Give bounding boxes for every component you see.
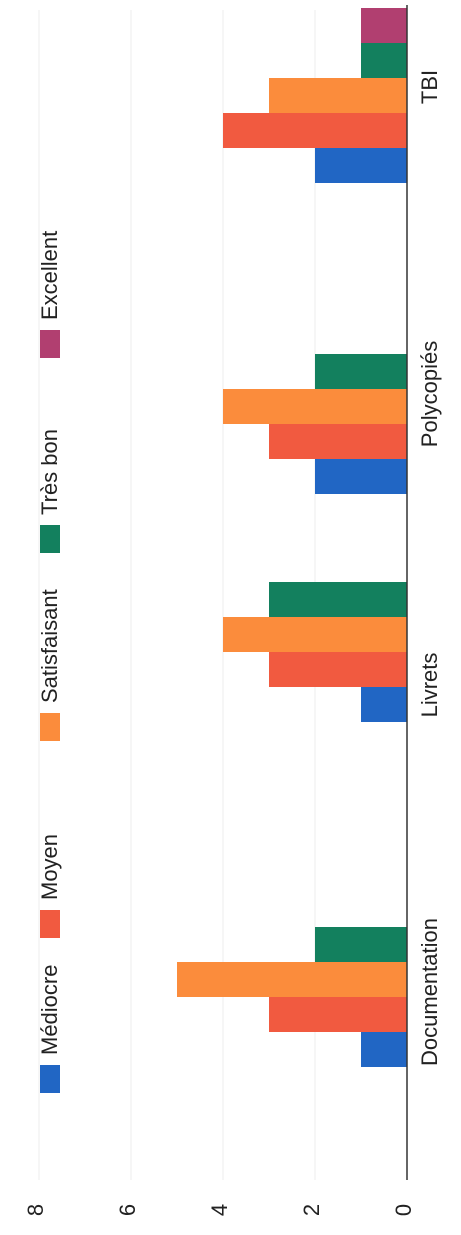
y-tick-label: 0 <box>391 1204 416 1216</box>
bar-satisfaisant-0 <box>177 962 407 997</box>
bar-m-diocre-3 <box>315 148 407 183</box>
bar-satisfaisant-3 <box>269 78 407 113</box>
bar-tr-s-bon-3 <box>361 43 407 78</box>
legend-label-excellent: Excellent <box>37 231 62 320</box>
bar-m-diocre-0 <box>361 1032 407 1067</box>
category-labels: Documentation Livrets Polycopiés TBI <box>417 70 442 1066</box>
y-tick-label: 6 <box>115 1204 140 1216</box>
legend-swatch-satisfaisant <box>40 713 60 741</box>
legend-swatch-m-diocre <box>40 1065 60 1093</box>
category-label: TBI <box>417 70 442 104</box>
legend-swatch-moyen <box>40 910 60 938</box>
bar-excellent-3 <box>361 8 407 43</box>
y-tick-label: 8 <box>23 1204 48 1216</box>
category-label: Documentation <box>417 918 442 1066</box>
bar-tr-s-bon-0 <box>315 927 407 962</box>
bar-m-diocre-1 <box>361 687 407 722</box>
legend-label-satisfaisant: Satisfaisant <box>37 589 62 703</box>
legend-label-tr-s-bon: Très bon <box>37 429 62 515</box>
bar-moyen-1 <box>269 652 407 687</box>
category-label: Polycopiés <box>417 341 442 447</box>
bar-satisfaisant-1 <box>223 617 407 652</box>
y-tick-label: 4 <box>207 1204 232 1216</box>
legend-swatch-excellent <box>40 330 60 358</box>
legend-label-m-diocre: Médiocre <box>37 965 62 1055</box>
bar-moyen-3 <box>223 113 407 148</box>
category-label: Livrets <box>417 653 442 718</box>
bar-tr-s-bon-2 <box>315 354 407 389</box>
legend: Médiocre Moyen Satisfaisant Très bon Excelle… <box>37 231 62 1093</box>
bar-tr-s-bon-1 <box>269 582 407 617</box>
legend-swatch-tr-s-bon <box>40 525 60 553</box>
bar-moyen-0 <box>269 997 407 1032</box>
bar-satisfaisant-2 <box>223 389 407 424</box>
legend-label-moyen: Moyen <box>37 834 62 900</box>
bar-m-diocre-2 <box>315 459 407 494</box>
y-axis-ticks: 0 2 4 6 8 <box>23 1204 416 1216</box>
bars <box>177 8 407 1067</box>
y-tick-label: 2 <box>299 1204 324 1216</box>
bar-moyen-2 <box>269 424 407 459</box>
